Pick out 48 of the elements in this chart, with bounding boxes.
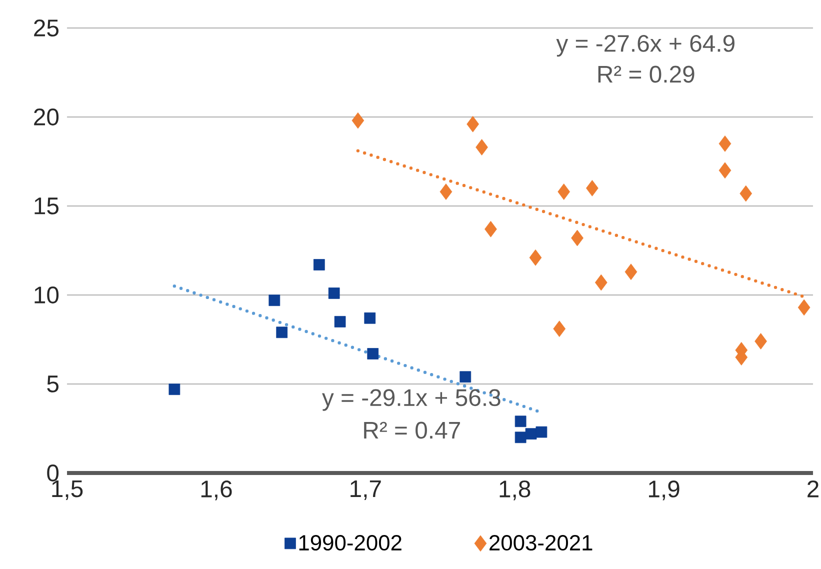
point bbox=[798, 299, 810, 316]
point bbox=[334, 316, 346, 328]
annotation: y = -27.6x + 64.9 bbox=[556, 34, 734, 57]
point bbox=[476, 139, 488, 156]
point bbox=[276, 326, 288, 338]
point bbox=[440, 184, 452, 200]
point bbox=[525, 428, 537, 440]
legend-label: 2003-2021 bbox=[490, 535, 592, 551]
point bbox=[364, 312, 376, 324]
point bbox=[558, 184, 570, 200]
y-tick-label: 5 bbox=[47, 376, 58, 392]
point bbox=[367, 348, 379, 360]
x-tick-label: 1,7 bbox=[350, 480, 381, 500]
x-tick-label: 1,8 bbox=[500, 480, 530, 500]
point bbox=[514, 432, 526, 444]
point bbox=[168, 384, 180, 396]
x-tick-label: 1,9 bbox=[649, 480, 680, 500]
point bbox=[754, 333, 767, 350]
y-tick-label: 25 bbox=[34, 20, 58, 36]
point bbox=[553, 320, 566, 337]
annotation: y = -29.1x + 56.3 bbox=[322, 389, 500, 411]
point bbox=[313, 259, 325, 270]
point bbox=[571, 230, 584, 246]
legend-label: 1990-2002 bbox=[299, 535, 402, 551]
y-tick-label: 0 bbox=[47, 464, 59, 482]
point bbox=[466, 116, 480, 132]
point bbox=[268, 294, 280, 306]
x-tick-label: 2 bbox=[808, 480, 818, 498]
x-tick-label: 1,6 bbox=[201, 480, 232, 500]
point bbox=[529, 249, 542, 266]
point bbox=[586, 180, 598, 196]
point bbox=[536, 426, 548, 438]
x-tick-label: 1,5 bbox=[52, 480, 83, 500]
point bbox=[718, 162, 732, 179]
point bbox=[594, 274, 608, 291]
y-tick-label: 15 bbox=[34, 198, 58, 214]
point bbox=[514, 416, 526, 428]
point bbox=[484, 220, 497, 238]
point bbox=[718, 136, 732, 152]
point bbox=[328, 288, 340, 299]
point bbox=[740, 185, 752, 202]
point bbox=[352, 112, 364, 129]
y-tick-label: 20 bbox=[34, 108, 59, 126]
point bbox=[460, 371, 472, 383]
annotation: R² = 0.47 bbox=[364, 422, 460, 439]
y-tick-label: 10 bbox=[34, 286, 59, 304]
point bbox=[624, 264, 638, 280]
annotation: R² = 0.29 bbox=[598, 66, 694, 83]
